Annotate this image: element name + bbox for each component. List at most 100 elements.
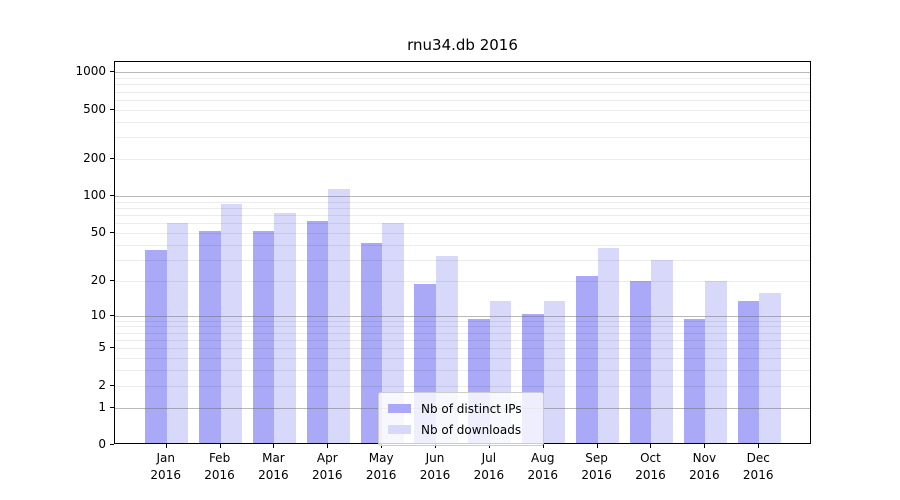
minor-gridline-9 bbox=[115, 320, 810, 322]
minor-gridline-5 bbox=[115, 348, 810, 350]
x-tick-mark-mar bbox=[273, 444, 275, 448]
bar-nb-of-distinct-ips-nov bbox=[683, 318, 706, 443]
minor-gridline-700 bbox=[115, 91, 810, 93]
x-tick-mark-dec bbox=[758, 444, 760, 448]
legend-swatch-distinct-ips bbox=[388, 404, 411, 413]
minor-gridline-90 bbox=[115, 201, 810, 203]
bar-nb-of-downloads-aug bbox=[543, 300, 566, 443]
y-tick-mark-1 bbox=[110, 406, 114, 408]
minor-gridline-7 bbox=[115, 332, 810, 334]
y-tick-mark-10 bbox=[110, 314, 114, 316]
minor-gridline-50 bbox=[115, 232, 810, 234]
minor-gridline-70 bbox=[115, 215, 810, 217]
legend-label-distinct-ips: Nb of distinct IPs bbox=[421, 401, 522, 416]
bar-nb-of-downloads-dec bbox=[759, 293, 781, 443]
bar-nb-of-downloads-apr bbox=[328, 188, 350, 443]
legend: Nb of distinct IPs Nb of downloads bbox=[378, 392, 544, 446]
minor-gridline-600 bbox=[115, 99, 810, 101]
bar-nb-of-distinct-ips-feb bbox=[199, 230, 221, 443]
minor-gridline-900 bbox=[115, 77, 810, 79]
y-tick-mark-20 bbox=[110, 279, 114, 281]
legend-swatch-downloads bbox=[388, 425, 411, 434]
minor-gridline-300 bbox=[115, 137, 810, 139]
x-tick-label-mar: Mar 2016 bbox=[258, 451, 289, 482]
y-tick-label-100: 100 bbox=[83, 188, 106, 203]
bar-nb-of-downloads-jan bbox=[166, 223, 189, 443]
legend-item-distinct-ips: Nb of distinct IPs bbox=[388, 398, 534, 419]
plot-area bbox=[114, 61, 811, 444]
x-tick-label-jun: Jun 2016 bbox=[419, 451, 451, 482]
minor-gridline-2 bbox=[115, 385, 810, 387]
major-gridline-1000 bbox=[115, 72, 810, 74]
bar-nb-of-downloads-nov bbox=[705, 281, 727, 443]
x-tick-mark-jan bbox=[165, 444, 167, 448]
y-tick-label-200: 200 bbox=[83, 150, 106, 165]
x-tick-mark-may bbox=[381, 444, 383, 448]
y-tick-mark-200 bbox=[110, 157, 114, 159]
y-tick-label-2: 2 bbox=[98, 377, 106, 392]
x-tick-mark-oct bbox=[650, 444, 652, 448]
y-tick-mark-500 bbox=[110, 108, 114, 110]
minor-gridline-800 bbox=[115, 84, 810, 86]
legend-item-downloads: Nb of downloads bbox=[388, 419, 534, 440]
x-tick-label-jul: Jul 2016 bbox=[473, 451, 505, 482]
bar-nb-of-downloads-feb bbox=[220, 204, 243, 443]
bar-nb-of-downloads-sep bbox=[597, 248, 620, 443]
bar-nb-of-distinct-ips-may bbox=[360, 242, 383, 443]
x-tick-label-apr: Apr 2016 bbox=[312, 451, 343, 482]
y-tick-mark-0 bbox=[110, 444, 114, 445]
y-tick-label-5: 5 bbox=[98, 340, 106, 355]
minor-gridline-400 bbox=[115, 121, 810, 123]
minor-gridline-80 bbox=[115, 207, 810, 209]
bar-nb-of-distinct-ips-sep bbox=[576, 276, 598, 443]
x-tick-label-oct: Oct 2016 bbox=[635, 451, 666, 482]
minor-gridline-40 bbox=[115, 244, 810, 246]
minor-gridline-60 bbox=[115, 223, 810, 225]
legend-label-downloads: Nb of downloads bbox=[421, 422, 522, 437]
x-tick-mark-jun bbox=[435, 444, 437, 448]
y-tick-label-10: 10 bbox=[90, 307, 106, 322]
minor-gridline-6 bbox=[115, 340, 810, 342]
minor-gridline-4 bbox=[115, 358, 810, 360]
bar-nb-of-downloads-may bbox=[382, 223, 404, 443]
bar-nb-of-downloads-oct bbox=[651, 259, 674, 443]
y-tick-label-1000: 1000 bbox=[75, 64, 106, 79]
minor-gridline-8 bbox=[115, 326, 810, 328]
x-tick-mark-apr bbox=[327, 444, 329, 448]
y-tick-mark-1000 bbox=[110, 71, 114, 73]
x-tick-label-nov: Nov 2016 bbox=[689, 451, 720, 482]
minor-gridline-200 bbox=[115, 158, 810, 160]
y-tick-mark-2 bbox=[110, 384, 114, 386]
x-tick-label-may: May 2016 bbox=[365, 451, 397, 482]
y-tick-mark-5 bbox=[110, 347, 114, 349]
y-tick-mark-50 bbox=[110, 231, 114, 233]
y-tick-label-1: 1 bbox=[98, 399, 106, 414]
chart-title: rnu34.db 2016 bbox=[407, 36, 518, 54]
x-tick-mark-jul bbox=[488, 444, 490, 448]
x-tick-label-dec: Dec 2016 bbox=[742, 451, 774, 482]
x-tick-mark-sep bbox=[596, 444, 598, 448]
bar-nb-of-downloads-mar bbox=[274, 213, 296, 443]
minor-gridline-3 bbox=[115, 370, 810, 372]
y-tick-label-500: 500 bbox=[83, 101, 106, 116]
minor-gridline-500 bbox=[115, 109, 810, 111]
major-gridline-100 bbox=[115, 196, 810, 198]
minor-gridline-20 bbox=[115, 280, 810, 282]
x-tick-mark-feb bbox=[219, 444, 221, 448]
y-tick-label-50: 50 bbox=[90, 224, 106, 239]
x-tick-mark-nov bbox=[704, 444, 706, 448]
x-tick-label-jan: Jan 2016 bbox=[150, 451, 181, 482]
bar-nb-of-distinct-ips-apr bbox=[306, 221, 329, 443]
major-gridline-10 bbox=[115, 315, 810, 317]
bar-nb-of-distinct-ips-dec bbox=[737, 300, 760, 443]
x-tick-label-aug: Aug 2016 bbox=[527, 451, 559, 482]
bar-nb-of-distinct-ips-mar bbox=[252, 230, 275, 443]
x-tick-label-feb: Feb 2016 bbox=[204, 451, 235, 482]
y-tick-mark-100 bbox=[110, 195, 114, 197]
x-tick-mark-aug bbox=[542, 444, 544, 448]
y-tick-label-0: 0 bbox=[98, 437, 106, 451]
x-tick-label-sep: Sep 2016 bbox=[581, 451, 612, 482]
bar-nb-of-distinct-ips-jan bbox=[145, 249, 167, 443]
bar-nb-of-distinct-ips-oct bbox=[629, 281, 652, 443]
